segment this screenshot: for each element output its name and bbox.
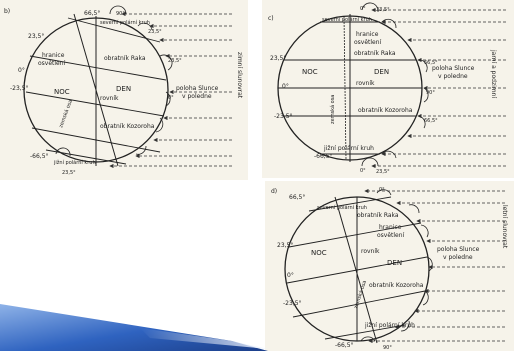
terminator-label-line1: hranice — [379, 224, 402, 231]
latitude-label-23n: 23,5° — [277, 242, 293, 249]
angle-label-right-zero: 90° — [426, 90, 435, 96]
south-polar-circle-label: jižní polární kruh — [53, 159, 96, 166]
latitude-label-66s: -66,5° — [314, 153, 333, 160]
north-polar-circle-label: severní polární kruh — [100, 19, 150, 26]
equator-label: rovník — [361, 248, 380, 255]
night-label: NOC — [302, 68, 318, 76]
angle-arcs — [55, 5, 173, 157]
terminator-label-line2: osvětlení — [377, 232, 405, 239]
angle-label-bottom-b: 23,5° — [376, 169, 390, 175]
day-label: DEN — [374, 68, 389, 76]
latitude-label-66n: 66,5° — [289, 194, 305, 201]
diagram-equinox: c) 0° 23,5° severní polární kruh hranice… — [262, 0, 514, 178]
sun-position-label-line2: v poledne — [182, 93, 212, 100]
panel-letter: d) — [271, 188, 277, 195]
latitude-label-right-0: 0° — [168, 95, 174, 101]
latitude-label-66n: 66,5° — [84, 10, 100, 17]
panel-letter: b) — [4, 8, 10, 15]
sun-position-label-line1: poloha Slunce — [176, 85, 219, 92]
latitude-label-right-23: 23,5° — [168, 58, 182, 64]
south-polar-circle-label: jižní polární kruh — [364, 322, 415, 329]
diagram-winter-solstice: b) 66,5° 90° severní polární kruh 23,5° … — [0, 0, 248, 180]
south-polar-circle-label: jižní polární kruh — [323, 145, 374, 152]
earth-axis-label: zemská osa — [57, 99, 74, 129]
latitude-label-23n: 23,5° — [270, 55, 286, 62]
tropic-capricorn-label: obratník Kozoroha — [358, 107, 413, 114]
north-polar-circle-label: severní polární kruh — [322, 16, 372, 23]
angle-label-bottom-a: 0° — [360, 168, 366, 174]
season-label: letní slunovrat — [501, 205, 508, 249]
tropic-cancer-label: obratník Raka — [354, 50, 396, 57]
terminator-label-line1: hranice — [356, 31, 379, 38]
latitude-label-23s: -23,5° — [274, 113, 293, 120]
panel-letter: c) — [268, 15, 274, 22]
tropic-cancer-label: obratník Raka — [104, 55, 146, 62]
tropic-capricorn-label: obratník Kozoroha — [369, 282, 424, 289]
latitude-label-23s: -23,5° — [10, 85, 29, 92]
blue-wedge-shape — [0, 304, 268, 351]
latitude-label-0: 0° — [18, 67, 25, 74]
season-label: zimní slunovrat — [236, 52, 243, 99]
diagram-summer-solstice: d) 66,5° 0° severní polární kruh obratní… — [265, 181, 514, 351]
angle-arcs — [360, 189, 433, 342]
angle-label-bottom: 90° — [383, 345, 392, 351]
equator-label: rovník — [356, 80, 375, 87]
sun-position-label-line2: v poledne — [443, 254, 473, 261]
latitude-lines — [25, 17, 167, 165]
earth-axis-label: zemská osa — [329, 95, 336, 124]
angle-arcs — [361, 2, 429, 167]
sun-position-label-line2: v poledne — [438, 73, 468, 80]
day-label: DEN — [116, 85, 131, 93]
angle-label-top-b: 23,5° — [376, 7, 390, 13]
north-polar-circle-label: severní polární kruh — [317, 204, 367, 211]
latitude-label-0: 0° — [287, 272, 294, 279]
latitude-label-23s: -23,5° — [283, 300, 302, 307]
latitude-label-23n: 23,5° — [28, 33, 44, 40]
angle-label-bottom: 23,5° — [62, 170, 76, 176]
sun-position-label-line1: poloha Slunce — [432, 65, 475, 72]
tropic-capricorn-label: obratník Kozoroha — [100, 123, 155, 130]
angle-label-top: 0° — [379, 187, 385, 193]
latitude-label-66s: -66,5° — [30, 153, 49, 160]
sun-rays — [371, 7, 506, 169]
sun-position-label-line1: poloha Slunce — [437, 246, 480, 253]
latitude-label-0: 0° — [282, 83, 289, 90]
terminator-label-line1: hranice — [42, 52, 65, 59]
angle-label-top: 90° — [116, 11, 125, 17]
season-label: jarní a podzimní — [490, 49, 497, 98]
tropic-cancer-label: obratník Raka — [357, 212, 399, 219]
angle-label-right-upper: 66,5° — [424, 60, 438, 66]
angle-label-right-lower: 66,5° — [424, 118, 438, 124]
night-label: NOC — [311, 249, 327, 257]
sun-rays — [109, 11, 232, 169]
angle-label-right: 23,5° — [148, 29, 162, 35]
terminator-label-line2: osvětlení — [38, 60, 66, 67]
night-label: NOC — [54, 88, 70, 96]
day-label: DEN — [387, 259, 402, 267]
equator-label: rovník — [100, 95, 119, 102]
latitude-lines — [286, 196, 428, 340]
angle-label-top-a: 0° — [360, 6, 366, 12]
wedge-highlight — [140, 328, 268, 349]
terminator-label-line2: osvětlení — [354, 39, 382, 46]
latitude-label-66s: -66,5° — [335, 342, 354, 349]
latitude-lines — [278, 21, 422, 155]
